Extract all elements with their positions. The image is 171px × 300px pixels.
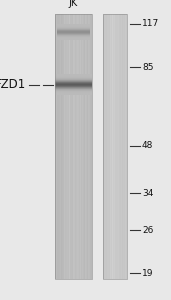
Bar xyxy=(126,14,127,279)
Bar xyxy=(65,14,66,279)
Bar xyxy=(73,14,74,279)
Bar xyxy=(108,14,109,279)
Bar xyxy=(110,14,111,279)
Bar xyxy=(85,14,86,279)
Bar xyxy=(120,14,121,279)
Bar xyxy=(103,14,127,279)
Bar xyxy=(103,14,127,279)
Bar xyxy=(91,14,92,279)
Text: 34: 34 xyxy=(142,189,153,198)
Bar xyxy=(124,14,125,279)
Bar xyxy=(55,14,92,279)
Bar xyxy=(83,14,84,279)
Bar xyxy=(113,14,114,279)
Bar xyxy=(125,14,126,279)
Bar xyxy=(55,14,92,279)
Bar xyxy=(117,14,118,279)
Bar xyxy=(64,14,65,279)
Bar xyxy=(82,14,83,279)
Bar xyxy=(89,14,90,279)
Bar xyxy=(55,14,56,279)
Bar xyxy=(123,14,124,279)
Bar xyxy=(90,14,91,279)
Bar xyxy=(107,14,108,279)
Bar xyxy=(122,14,123,279)
Bar xyxy=(60,14,61,279)
Bar xyxy=(112,14,113,279)
Bar xyxy=(109,14,110,279)
Bar xyxy=(67,14,68,279)
Bar xyxy=(56,14,57,279)
Bar xyxy=(78,14,79,279)
Bar xyxy=(61,14,62,279)
Bar xyxy=(103,14,104,279)
Bar xyxy=(71,14,72,279)
Text: 85: 85 xyxy=(142,63,153,72)
Text: FZD1: FZD1 xyxy=(0,78,26,91)
Bar xyxy=(62,14,63,279)
Bar xyxy=(58,14,59,279)
Text: 26: 26 xyxy=(142,226,153,235)
Bar xyxy=(66,14,67,279)
Bar xyxy=(76,14,77,279)
Text: 48: 48 xyxy=(142,141,153,150)
Bar xyxy=(63,14,64,279)
Bar xyxy=(114,14,115,279)
Bar xyxy=(81,14,82,279)
Bar xyxy=(75,14,76,279)
Bar xyxy=(116,14,117,279)
Bar xyxy=(121,14,122,279)
Bar xyxy=(105,14,106,279)
Bar xyxy=(77,14,78,279)
Bar xyxy=(68,14,69,279)
Bar xyxy=(111,14,112,279)
Bar xyxy=(80,14,81,279)
Bar xyxy=(104,14,105,279)
Bar xyxy=(70,14,71,279)
Bar xyxy=(119,14,120,279)
Bar xyxy=(79,14,80,279)
Bar xyxy=(106,14,107,279)
Bar xyxy=(118,14,119,279)
Text: 19: 19 xyxy=(142,268,153,278)
Text: JK: JK xyxy=(69,0,78,8)
Bar xyxy=(72,14,73,279)
Bar xyxy=(84,14,85,279)
Bar xyxy=(87,14,88,279)
Bar xyxy=(115,14,116,279)
Bar xyxy=(69,14,70,279)
Text: 117: 117 xyxy=(142,19,159,28)
Bar xyxy=(88,14,89,279)
Bar xyxy=(86,14,87,279)
Bar xyxy=(57,14,58,279)
